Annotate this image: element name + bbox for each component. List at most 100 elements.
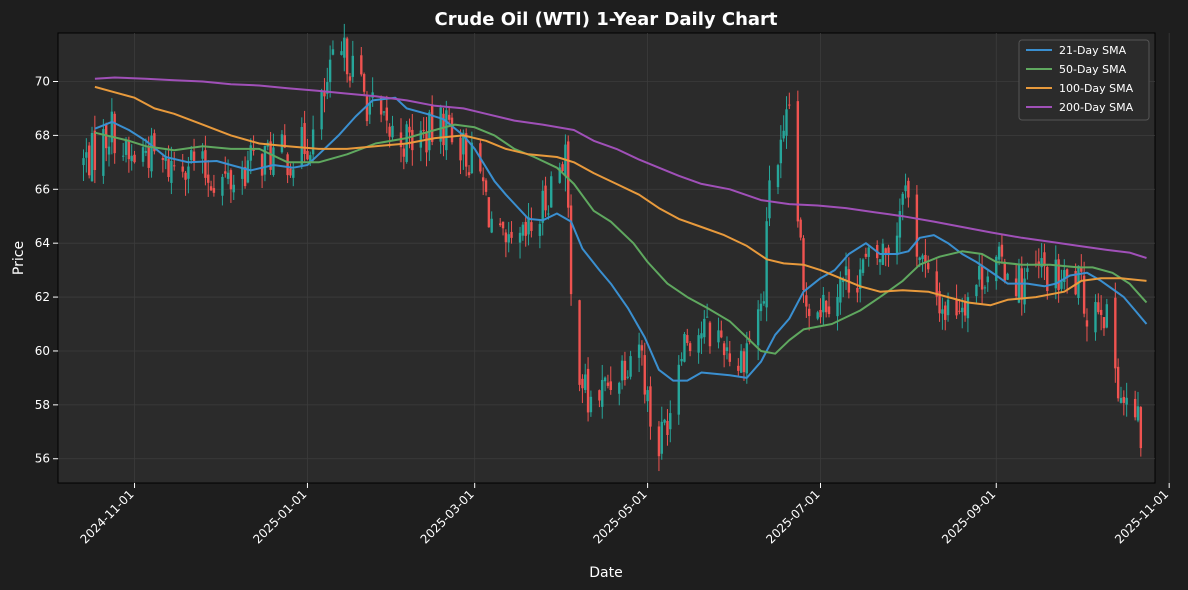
candle-body: [391, 125, 394, 138]
candle-body: [260, 154, 264, 176]
candle-body: [907, 180, 910, 198]
legend-label-21: 21-Day SMA: [1059, 44, 1127, 57]
candle-body: [935, 271, 938, 297]
candle-body: [601, 379, 604, 407]
candle-body: [221, 176, 224, 196]
candle-body: [598, 390, 601, 401]
candle-body: [430, 105, 434, 142]
candle-body: [807, 308, 811, 317]
candle-body: [643, 355, 646, 395]
candle-body: [343, 37, 346, 58]
candle-body: [728, 353, 732, 362]
candle-body: [776, 165, 780, 188]
candle-body: [1063, 270, 1066, 282]
candle-body: [504, 232, 508, 243]
candle-body: [663, 419, 666, 423]
candle-body: [524, 221, 527, 236]
candle-body: [961, 307, 964, 313]
candle-body: [705, 316, 709, 318]
candle-body: [824, 300, 828, 313]
candle-body: [1003, 261, 1006, 281]
candle-body: [629, 356, 632, 377]
candle-body: [756, 309, 760, 346]
candle-body: [85, 152, 88, 158]
candle-body: [578, 300, 581, 385]
candle-body: [941, 309, 944, 314]
candle-body: [586, 368, 590, 413]
candle-body: [569, 205, 573, 295]
candle-body: [167, 159, 170, 177]
candle-body: [442, 113, 445, 146]
candle-body: [657, 426, 661, 457]
candle-body: [212, 188, 216, 193]
candle-body: [521, 224, 525, 236]
candle-body: [836, 296, 839, 317]
candle-body: [527, 217, 530, 235]
candle-body: [796, 101, 800, 222]
candle-body: [1037, 261, 1040, 266]
candle-body: [646, 390, 649, 402]
y-tick-label: 58: [35, 398, 50, 412]
candle-body: [121, 155, 125, 157]
candle-body: [547, 213, 550, 215]
candle-body: [805, 295, 808, 307]
candle-body: [558, 167, 561, 183]
candle-body: [589, 396, 593, 413]
sma-line-100: [94, 85, 1147, 307]
candle-body: [252, 149, 255, 151]
candle-body: [983, 287, 987, 289]
candle-body: [263, 145, 267, 175]
candle-body: [901, 193, 904, 205]
candle-body: [161, 158, 165, 160]
candle-body: [422, 129, 425, 131]
candle-body: [1054, 259, 1057, 289]
candle-body: [895, 235, 899, 256]
candle-body: [1116, 366, 1120, 399]
y-tick-label: 56: [35, 452, 50, 466]
candle-body: [785, 109, 788, 136]
candle-body: [966, 297, 970, 319]
sma-lines: [94, 76, 1148, 382]
candle-body: [986, 276, 989, 283]
candle-body: [997, 246, 1001, 260]
candle-body: [328, 59, 332, 83]
sma-line-200: [94, 76, 1147, 259]
candle-body: [518, 232, 522, 243]
y-tick-label: 62: [35, 290, 50, 304]
candle-body: [1026, 268, 1029, 272]
candle-body: [365, 96, 369, 122]
candle-body: [530, 222, 533, 231]
candle-body: [1102, 317, 1106, 329]
candle-body: [978, 265, 981, 280]
candle-body: [204, 150, 207, 178]
y-tick-label: 70: [35, 75, 50, 89]
candle-body: [292, 169, 295, 178]
candle-body: [606, 382, 610, 386]
candle-body: [1125, 397, 1128, 405]
candle-body: [669, 413, 672, 430]
candle-body: [1099, 309, 1103, 315]
candle-body: [150, 135, 153, 172]
x-axis-label: Date: [589, 565, 622, 581]
candle-body: [567, 141, 570, 208]
candle-body: [688, 343, 692, 352]
candle-body: [1057, 259, 1060, 291]
candle-body: [379, 97, 383, 115]
candle-body: [620, 360, 624, 381]
candle-body: [411, 129, 414, 151]
candle-body: [447, 114, 451, 120]
candle-body: [609, 381, 612, 390]
candle-body: [462, 132, 465, 155]
candle-body: [938, 291, 941, 314]
candle-body: [1080, 267, 1083, 272]
legend-label-50: 50-Day SMA: [1059, 63, 1127, 76]
candle-body: [1065, 269, 1069, 278]
candle-body: [360, 55, 363, 75]
candle-body: [326, 82, 329, 94]
candle-body: [408, 126, 411, 133]
candle-body: [464, 133, 468, 167]
y-tick-label: 68: [35, 128, 50, 142]
candle-body: [861, 259, 865, 273]
candle-body: [1000, 244, 1004, 257]
candle-body: [921, 255, 924, 260]
